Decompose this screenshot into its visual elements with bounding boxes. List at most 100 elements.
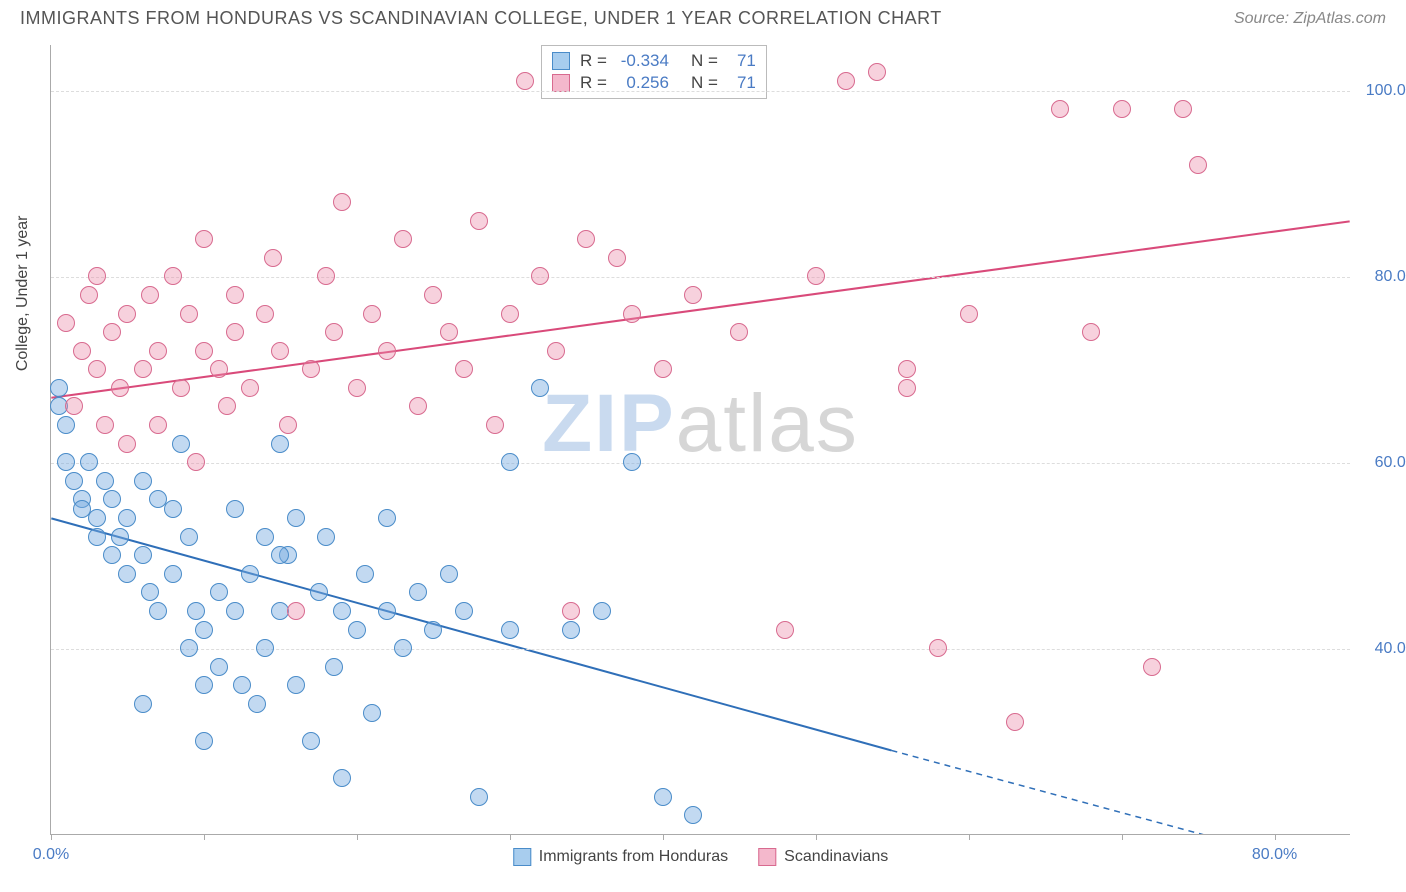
x-tick xyxy=(1122,834,1123,840)
data-point xyxy=(88,528,106,546)
data-point xyxy=(226,286,244,304)
data-point xyxy=(226,500,244,518)
data-point xyxy=(1189,156,1207,174)
y-tick-label: 60.0% xyxy=(1360,454,1406,472)
data-point xyxy=(50,379,68,397)
data-point xyxy=(348,379,366,397)
data-point xyxy=(501,305,519,323)
data-point xyxy=(187,602,205,620)
data-point xyxy=(88,509,106,527)
data-point xyxy=(1006,713,1024,731)
data-point xyxy=(470,212,488,230)
x-tick-label: 0.0% xyxy=(33,846,69,864)
data-point xyxy=(302,732,320,750)
data-point xyxy=(470,788,488,806)
legend-swatch xyxy=(513,848,531,866)
data-point xyxy=(960,305,978,323)
data-point xyxy=(898,360,916,378)
data-point xyxy=(103,323,121,341)
x-tick xyxy=(204,834,205,840)
x-tick xyxy=(1275,834,1276,840)
data-point xyxy=(226,602,244,620)
data-point xyxy=(310,583,328,601)
data-point xyxy=(363,704,381,722)
data-point xyxy=(409,583,427,601)
data-point xyxy=(134,695,152,713)
data-point xyxy=(684,286,702,304)
series-legend: Immigrants from Honduras Scandinavians xyxy=(513,848,888,866)
data-point xyxy=(302,360,320,378)
data-point xyxy=(1143,658,1161,676)
data-point xyxy=(149,342,167,360)
x-tick-label: 80.0% xyxy=(1252,846,1297,864)
legend-swatch xyxy=(552,52,570,70)
data-point xyxy=(623,305,641,323)
data-point xyxy=(1113,100,1131,118)
legend-swatch xyxy=(758,848,776,866)
data-point xyxy=(118,435,136,453)
stat-r-value: 0.256 xyxy=(617,73,669,93)
data-point xyxy=(654,360,672,378)
y-tick-label: 100.0% xyxy=(1360,82,1406,100)
data-point xyxy=(378,509,396,527)
legend-item: Immigrants from Honduras xyxy=(513,848,728,866)
data-point xyxy=(256,639,274,657)
data-point xyxy=(149,602,167,620)
data-point xyxy=(134,472,152,490)
data-point xyxy=(424,621,442,639)
data-point xyxy=(195,676,213,694)
data-point xyxy=(241,379,259,397)
data-point xyxy=(730,323,748,341)
gridline xyxy=(51,649,1350,650)
data-point xyxy=(363,305,381,323)
stat-r-label: R = xyxy=(580,73,607,93)
x-tick xyxy=(969,834,970,840)
data-point xyxy=(409,397,427,415)
legend-label: Scandinavians xyxy=(784,848,888,866)
data-point xyxy=(287,602,305,620)
data-point xyxy=(378,342,396,360)
data-point xyxy=(73,342,91,360)
data-point xyxy=(279,416,297,434)
data-point xyxy=(348,621,366,639)
data-point xyxy=(164,267,182,285)
data-point xyxy=(501,453,519,471)
data-point xyxy=(898,379,916,397)
stat-n-label: N = xyxy=(691,73,718,93)
data-point xyxy=(134,546,152,564)
data-point xyxy=(531,379,549,397)
stat-row: R =-0.334N =71 xyxy=(552,50,756,72)
data-point xyxy=(164,565,182,583)
data-point xyxy=(118,509,136,527)
data-point xyxy=(141,286,159,304)
data-point xyxy=(333,769,351,787)
data-point xyxy=(547,342,565,360)
data-point xyxy=(172,435,190,453)
data-point xyxy=(111,379,129,397)
data-point xyxy=(210,360,228,378)
data-point xyxy=(501,621,519,639)
data-point xyxy=(271,342,289,360)
data-point xyxy=(287,676,305,694)
data-point xyxy=(180,639,198,657)
data-point xyxy=(271,435,289,453)
data-point xyxy=(531,267,549,285)
chart-title: IMMIGRANTS FROM HONDURAS VS SCANDINAVIAN… xyxy=(20,8,942,29)
data-point xyxy=(562,602,580,620)
data-point xyxy=(103,546,121,564)
data-point xyxy=(233,676,251,694)
data-point xyxy=(256,528,274,546)
data-point xyxy=(608,249,626,267)
data-point xyxy=(317,528,335,546)
data-point xyxy=(394,639,412,657)
gridline xyxy=(51,277,1350,278)
data-point xyxy=(256,305,274,323)
data-point xyxy=(623,453,641,471)
data-point xyxy=(88,267,106,285)
data-point xyxy=(111,528,129,546)
data-point xyxy=(118,305,136,323)
data-point xyxy=(684,806,702,824)
legend-swatch xyxy=(552,74,570,92)
data-point xyxy=(134,360,152,378)
gridline xyxy=(51,91,1350,92)
